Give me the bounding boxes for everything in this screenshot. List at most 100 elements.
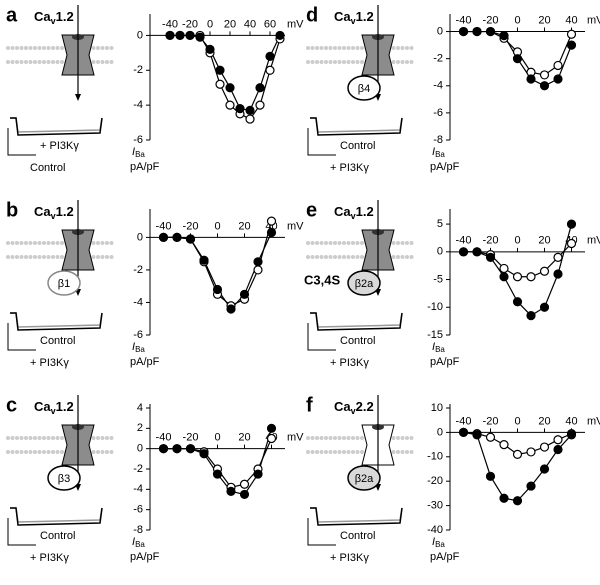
lipid [360,436,364,440]
data-point [539,464,550,474]
lipid [51,241,55,245]
data-point [245,114,255,124]
lipid [391,255,396,259]
data-point [275,30,285,41]
data-point [253,469,263,479]
lipid [100,436,105,440]
x-tick-label: 0 [514,14,520,26]
lipid [33,241,37,245]
lipid [319,241,324,245]
lipid [46,60,51,64]
lipid [391,450,396,454]
data-point [526,272,536,282]
lipid [310,255,315,259]
y-tick-label: 0 [437,426,443,438]
channel-label: Cav1.2 [334,9,374,26]
lipid [55,241,60,245]
lipid [6,46,10,50]
lipid [396,60,400,64]
lipid [355,60,360,64]
lipid [105,436,109,440]
y-unit: pA/pF [130,356,160,368]
lipid [109,241,114,245]
lipid [391,60,396,64]
lipid [360,241,364,245]
trace-pi3k [310,312,403,328]
data-point [172,232,182,242]
trace-pi3k [310,117,403,133]
data-point [512,449,523,459]
lipid [33,60,37,64]
lipid [105,241,109,245]
channel-name: Ca [334,9,351,24]
x-unit: mV [587,14,600,26]
lipid [55,60,60,64]
arrow-head [75,94,81,101]
lipid [46,436,51,440]
trace-control [310,507,403,526]
x-tick-label: 20 [238,432,250,444]
x-tick-label: -20 [182,18,198,30]
data-point [205,44,215,54]
channel-subscript: v [351,16,356,26]
lipid [351,46,355,50]
lipid [310,450,315,454]
lipid [355,255,360,259]
lipid [315,46,319,50]
lipid [342,241,346,245]
data-point [499,263,509,274]
trace-control [10,117,103,136]
lipid [400,46,405,50]
panel-letter: d [306,4,318,26]
lipid [324,241,328,245]
data-point [485,252,496,262]
channel-label: Cav1.2 [34,204,74,221]
x-tick-label: -40 [456,415,472,427]
lipid [306,46,310,50]
scale-bar [307,323,336,351]
lipid [24,241,28,245]
data-point [539,442,550,452]
lipid [42,450,46,454]
y-tick-label: -10 [427,451,443,463]
lipid [319,46,324,50]
lipid [405,241,409,245]
lipid [346,46,351,50]
lipid [360,255,364,259]
lipid [355,450,360,454]
data-point [175,30,185,41]
lipid [60,241,64,245]
x-tick-label: -20 [483,415,499,427]
data-point [499,31,509,41]
lipid [37,241,42,245]
lipid [400,436,405,440]
lipid [60,436,64,440]
lipid [10,436,15,440]
x-tick-label: 20 [538,235,550,247]
data-point [512,496,523,506]
y-axis-label-sub: Ba [435,345,445,354]
x-unit: mV [587,235,600,247]
x-tick-label: 0 [514,235,520,247]
lipid [306,450,310,454]
lipid [24,436,28,440]
lipid [105,450,109,454]
x-tick-label: -40 [456,235,472,247]
lipid [315,60,319,64]
y-tick-label: -4 [133,296,143,308]
lipid [46,255,51,259]
panel-letter: f [306,394,313,416]
lipid [315,450,319,454]
beta-subunit [347,465,381,491]
y-tick-label: -10 [427,301,443,313]
lipid [55,436,60,440]
lipid [19,46,24,50]
x-tick-label: -20 [483,14,499,26]
y-axis-label: IBa [132,146,145,159]
lipid [37,46,42,50]
lipid [342,450,346,454]
y-axis-label-sub: Ba [135,150,145,159]
y-tick-label: -40 [427,524,443,536]
y-tick-label: -6 [433,107,443,119]
